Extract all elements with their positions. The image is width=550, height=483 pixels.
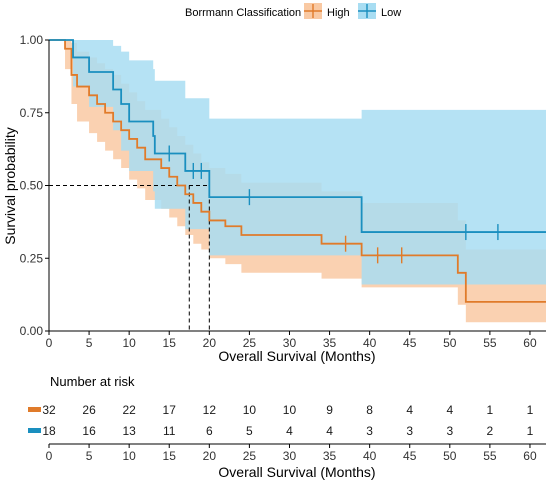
risk-x-tick-label: 0 [46, 449, 53, 463]
x-tick-label: 20 [203, 336, 217, 350]
risk-count-low: 16 [82, 424, 96, 438]
confidence-band-low [49, 40, 546, 285]
y-axis-title: Survival probability [2, 127, 18, 245]
legend-key-high [304, 3, 322, 19]
censor-marks [168, 145, 499, 264]
risk-table-title: Number at risk [50, 374, 135, 389]
risk-x-tick-label: 25 [243, 449, 257, 463]
y-tick-label: 1.00 [20, 33, 44, 47]
risk-x-tick-label: 35 [323, 449, 337, 463]
legend-title: Borrmann Classification [185, 7, 301, 19]
x-tick-label: 25 [243, 336, 257, 350]
main-axes: 0.00 0.25 0.50 0.75 1.00 0 5 10 15 20 25 30 35 40 45 5… [20, 33, 546, 350]
risk-x-ticks: 0 5 10 15 20 25 30 35 40 45 50 55 60 [46, 444, 537, 463]
plot-area [49, 39, 546, 331]
risk-count-high: 17 [163, 403, 177, 417]
y-tick-label: 0.25 [20, 251, 44, 265]
risk-count-high: 32 [42, 403, 56, 417]
legend: Borrmann Classification High Low [185, 3, 401, 19]
x-tick-label: 35 [323, 336, 337, 350]
risk-count-high: 1 [487, 403, 494, 417]
risk-x-tick-label: 45 [403, 449, 417, 463]
risk-count-high: 9 [326, 403, 333, 417]
y-ticks: 0.00 0.25 0.50 0.75 1.00 [20, 33, 49, 338]
risk-count-low: 3 [406, 424, 413, 438]
x-axis-title: Overall Survival (Months) [218, 348, 375, 364]
risk-count-low: 4 [286, 424, 293, 438]
risk-count-high: 10 [283, 403, 297, 417]
risk-x-tick-label: 40 [363, 449, 377, 463]
survival-curve-high [49, 39, 546, 303]
x-tick-label: 0 [46, 336, 53, 350]
x-tick-label: 15 [163, 336, 177, 350]
risk-count-low: 18 [42, 424, 56, 438]
risk-count-low: 13 [122, 424, 136, 438]
x-tick-label: 45 [403, 336, 417, 350]
risk-x-tick-label: 55 [483, 449, 497, 463]
x-tick-label: 30 [283, 336, 297, 350]
y-tick-label: 0.00 [20, 324, 44, 338]
risk-count-high: 4 [446, 403, 453, 417]
risk-x-tick-label: 15 [163, 449, 177, 463]
risk-count-low: 3 [446, 424, 453, 438]
y-tick-label: 0.50 [20, 179, 44, 193]
risk-count-low: 6 [206, 424, 213, 438]
risk-x-axis-title: Overall Survival (Months) [218, 464, 375, 480]
risk-x-tick-label: 20 [203, 449, 217, 463]
risk-count-low: 5 [246, 424, 253, 438]
risk-x-tick-label: 30 [283, 449, 297, 463]
risk-count-low: 11 [163, 424, 176, 438]
risk-count-low: 4 [326, 424, 333, 438]
x-ticks: 0 5 10 15 20 25 30 35 40 45 50 55 60 [46, 331, 537, 350]
x-tick-label: 50 [443, 336, 457, 350]
legend-label-high: High [327, 7, 350, 19]
y-tick-label: 0.75 [20, 106, 44, 120]
confidence-bands [49, 40, 546, 323]
legend-label-low: Low [381, 7, 401, 19]
x-tick-label: 40 [363, 336, 377, 350]
risk-count-high: 8 [366, 403, 373, 417]
risk-count-high: 10 [243, 403, 257, 417]
x-tick-label: 10 [122, 336, 136, 350]
risk-count-low: 2 [487, 424, 494, 438]
risk-x-tick-label: 50 [443, 449, 457, 463]
survival-curve-low [49, 39, 546, 233]
risk-count-low: 1 [527, 424, 534, 438]
risk-count-high: 22 [122, 403, 136, 417]
legend-key-low [358, 3, 376, 19]
x-tick-label: 5 [86, 336, 93, 350]
x-tick-label: 55 [483, 336, 497, 350]
risk-x-tick-label: 5 [86, 449, 93, 463]
risk-x-tick-label: 10 [122, 449, 136, 463]
risk-table-numbers: 32 26 22 17 12 10 10 9 8 4 4 1 118 16 13 11 6 5 4 4 3 3 3 2 1 [42, 403, 533, 438]
survival-curves [49, 39, 546, 303]
risk-count-low: 3 [366, 424, 373, 438]
risk-row-marker-low [28, 428, 41, 433]
risk-count-high: 26 [82, 403, 96, 417]
risk-table: Number at risk 32 26 22 17 12 10 10 9 8 4 4 1 118 16 1… [28, 374, 546, 480]
risk-x-tick-label: 60 [523, 449, 537, 463]
risk-count-high: 12 [203, 403, 217, 417]
risk-row-marker-high [28, 407, 41, 412]
x-tick-label: 60 [523, 336, 537, 350]
risk-count-high: 1 [527, 403, 534, 417]
risk-count-high: 4 [406, 403, 413, 417]
